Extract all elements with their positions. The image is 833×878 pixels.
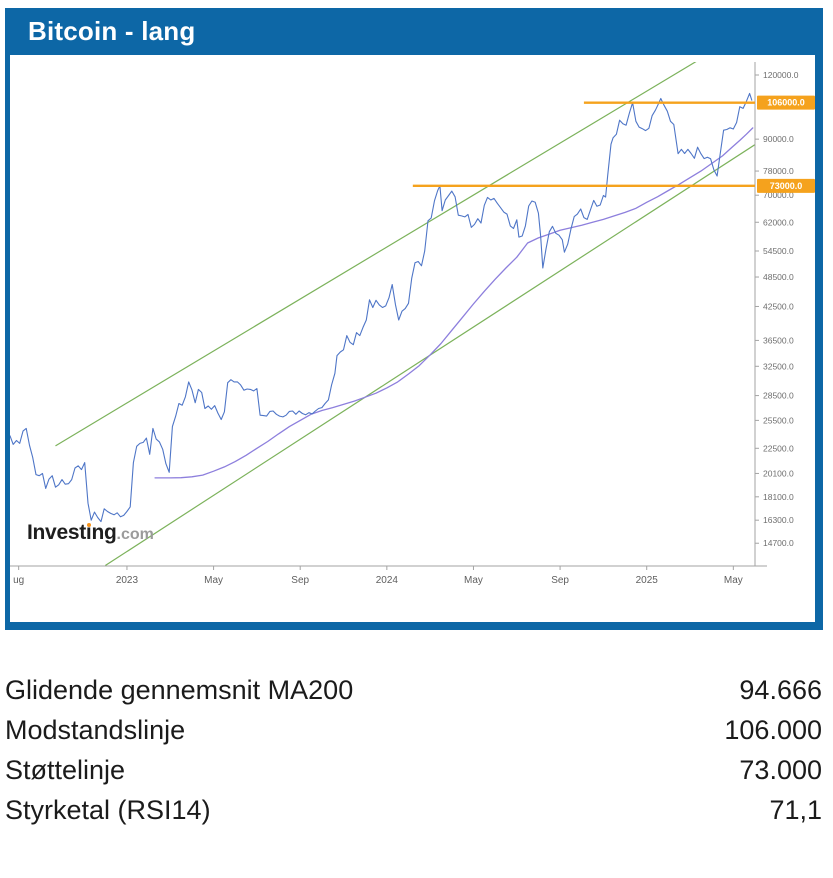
- svg-text:ug: ug: [13, 575, 24, 586]
- svg-text:16300.0: 16300.0: [763, 515, 794, 525]
- investing-logo-suffix: .com: [116, 526, 154, 543]
- svg-text:2025: 2025: [636, 575, 659, 586]
- svg-text:120000.0: 120000.0: [763, 70, 799, 80]
- panel-title: Bitcoin - lang: [28, 16, 196, 46]
- panel-header: Bitcoin - lang: [10, 8, 815, 55]
- chart-panel: Bitcoin - lang 120000.0 90000.0 78000.0 700…: [5, 8, 823, 630]
- indicator-row-support: Støttelinje 73.000: [5, 750, 822, 790]
- svg-text:18100.0: 18100.0: [763, 492, 794, 502]
- svg-text:20100.0: 20100.0: [763, 468, 794, 478]
- investing-logo: Investıng.com: [27, 521, 154, 545]
- price-chart: 120000.0 90000.0 78000.0 70000.0 62000.0 5450…: [10, 62, 815, 586]
- svg-text:22500.0: 22500.0: [763, 443, 794, 453]
- indicator-label: Modstandslinje: [5, 715, 186, 745]
- svg-text:90000.0: 90000.0: [763, 134, 794, 144]
- svg-text:48500.0: 48500.0: [763, 272, 794, 282]
- svg-text:28500.0: 28500.0: [763, 391, 794, 401]
- svg-text:Sep: Sep: [291, 575, 309, 586]
- indicator-label: Glidende gennemsnit MA200: [5, 675, 354, 705]
- indicator-value: 94.666: [739, 675, 822, 705]
- svg-text:Sep: Sep: [551, 575, 569, 586]
- svg-text:73000.0: 73000.0: [770, 181, 803, 191]
- svg-text:32500.0: 32500.0: [763, 361, 794, 371]
- svg-text:70000.0: 70000.0: [763, 190, 794, 200]
- svg-text:May: May: [204, 575, 223, 586]
- indicator-value: 71,1: [769, 795, 822, 825]
- indicator-value: 106.000: [724, 715, 822, 745]
- indicator-value: 73.000: [739, 755, 822, 785]
- svg-text:14700.0: 14700.0: [763, 538, 794, 548]
- indicator-row-ma200: Glidende gennemsnit MA200 94.666: [5, 670, 822, 710]
- indicator-label: Støttelinje: [5, 755, 126, 785]
- chart-area: 120000.0 90000.0 78000.0 70000.0 62000.0 5450…: [10, 55, 815, 622]
- indicator-table: Glidende gennemsnit MA200 94.666 Modstan…: [5, 670, 822, 830]
- svg-text:36500.0: 36500.0: [763, 335, 794, 345]
- indicator-row-rsi: Styrketal (RSI14) 71,1: [5, 790, 822, 830]
- svg-text:25500.0: 25500.0: [763, 415, 794, 425]
- svg-text:May: May: [464, 575, 483, 586]
- svg-text:106000.0: 106000.0: [767, 98, 805, 108]
- indicator-label: Styrketal (RSI14): [5, 795, 211, 825]
- indicator-row-resistance: Modstandslinje 106.000: [5, 710, 822, 750]
- svg-text:78000.0: 78000.0: [763, 166, 794, 176]
- svg-text:2024: 2024: [376, 575, 399, 586]
- investing-logo-brand: Investıng: [27, 521, 117, 544]
- svg-text:54500.0: 54500.0: [763, 246, 794, 256]
- svg-text:2023: 2023: [116, 575, 139, 586]
- svg-text:62000.0: 62000.0: [763, 217, 794, 227]
- svg-text:42500.0: 42500.0: [763, 301, 794, 311]
- svg-text:May: May: [724, 575, 743, 586]
